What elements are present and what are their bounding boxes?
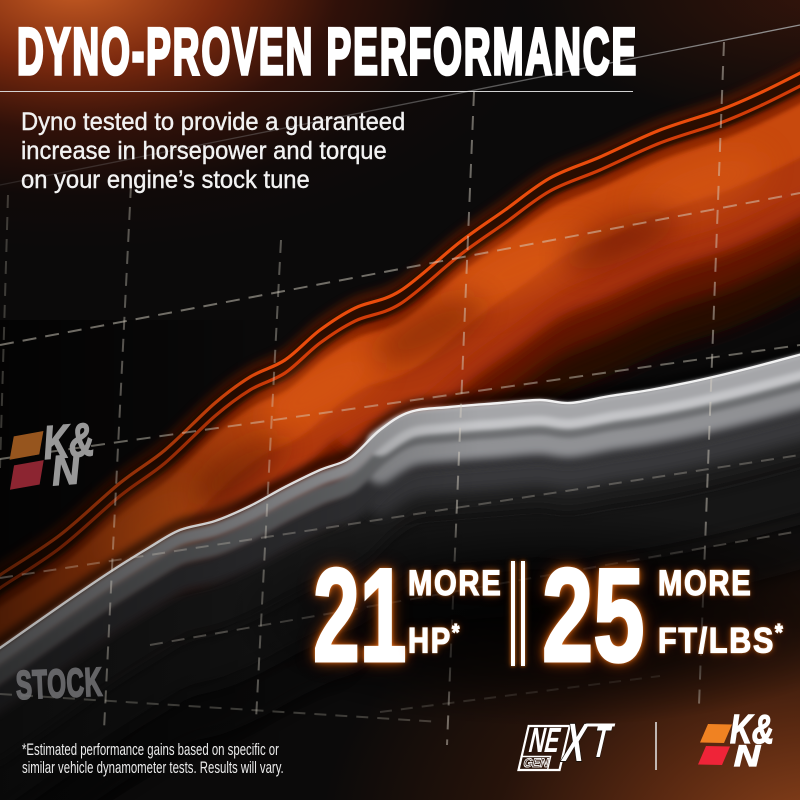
svg-text:GEN: GEN xyxy=(522,756,550,770)
svg-text:N: N xyxy=(50,445,83,494)
svg-text:K&: K& xyxy=(730,706,774,752)
svg-text:N: N xyxy=(734,740,762,773)
svg-text:K&: K& xyxy=(41,412,96,469)
svg-text:T: T xyxy=(588,716,615,767)
